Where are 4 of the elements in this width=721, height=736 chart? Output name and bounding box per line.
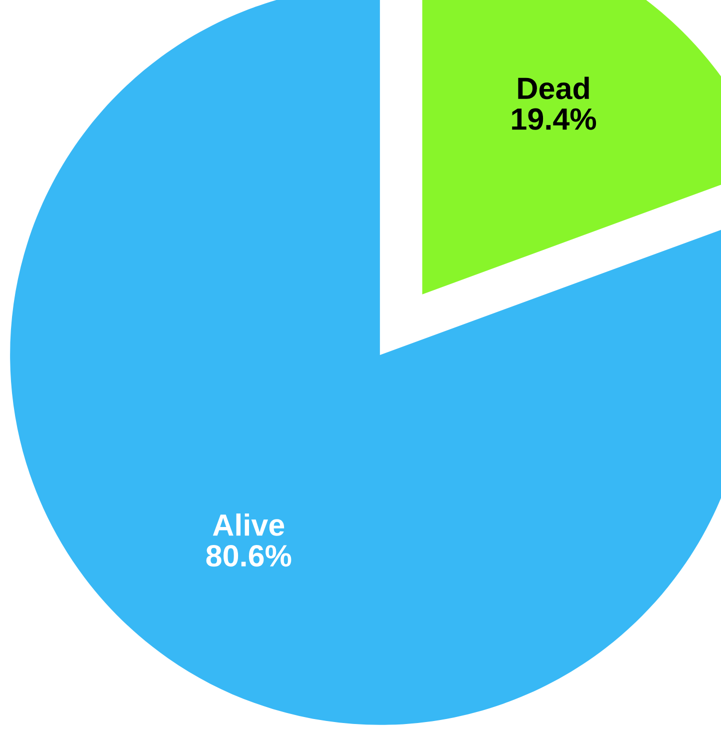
slice-label: Alive <box>212 513 284 536</box>
data-label: 80.6% <box>206 544 292 567</box>
data-label: 19.4% <box>512 108 596 130</box>
slice-label: Dead <box>518 76 589 100</box>
